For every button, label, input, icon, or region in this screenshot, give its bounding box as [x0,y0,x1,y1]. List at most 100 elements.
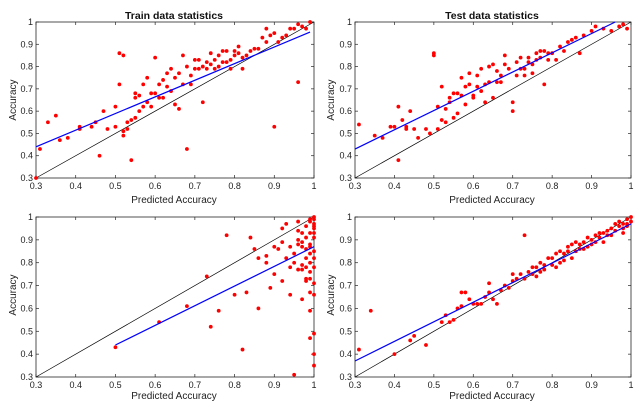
data-point [53,113,58,118]
data-point [169,66,173,71]
x-tick-label: 0.6 [149,380,162,390]
data-point [244,53,249,58]
data-point [296,228,301,233]
data-point [240,55,245,60]
data-point [491,62,495,67]
data-point [428,131,432,136]
data-point [137,93,142,98]
data-point [149,91,154,96]
data-point [593,233,598,238]
data-point [546,256,551,261]
data-point [308,308,312,313]
data-point [400,118,405,122]
data-point [435,127,440,131]
x-tick-label: 0.9 [268,380,281,390]
data-point [522,233,527,238]
data-point [196,57,201,62]
x-tick-label: 0.5 [428,181,441,191]
data-point [416,135,420,140]
data-point [260,35,265,40]
data-point [185,304,189,309]
data-point [625,26,629,31]
data-point [475,84,480,89]
y-axis-label: Accuracy [8,79,19,120]
data-point [232,292,237,297]
data-point [396,104,401,109]
data-point [566,40,570,44]
data-point [439,118,444,122]
data-point [292,372,297,377]
x-tick-label: 0.3 [349,181,362,191]
data-point [308,251,312,256]
y-tick-label: 0.4 [339,349,352,359]
data-point [357,122,361,127]
y-tick-label: 1 [28,212,33,222]
data-point [284,221,289,226]
data-point [304,26,308,31]
data-point [185,64,189,69]
data-point [276,40,281,44]
data-point [463,84,468,89]
data-point [424,127,428,131]
data-point [518,55,523,60]
y-tick-label: 0.6 [20,106,33,116]
data-point [538,260,543,265]
data-point [300,24,304,29]
data-point [208,62,213,67]
data-point [125,127,130,131]
data-point [300,244,304,249]
data-point [554,251,558,256]
data-point [38,147,42,151]
data-point [467,71,472,76]
data-point [479,89,484,93]
data-point [312,256,316,261]
data-point [264,40,269,44]
data-point [601,240,606,245]
data-point [495,301,499,306]
y-tick-label: 0.7 [339,281,352,291]
x-tick-label: 0.7 [506,181,519,191]
data-point [526,60,531,65]
y-tick-label: 0.4 [20,349,33,359]
data-point [495,80,499,85]
plot-area: 0.3 0.4 0.5 0.6 0.7 0.8 0.9 1 0.3 0.4 0.5 0.6 0.7 0.8… [339,17,633,191]
y-tick-label: 0.9 [339,235,352,245]
data-point [304,235,308,240]
data-point [404,124,409,129]
panel-title: Test data statistics [445,10,539,22]
y-tick-label: 0.9 [20,235,33,245]
data-point [558,44,562,49]
data-point [272,244,277,249]
data-point [256,46,261,51]
data-point [550,256,555,261]
data-point [491,297,495,302]
y-tick-label: 1 [347,212,352,222]
data-point [554,265,558,270]
data-point [518,272,523,277]
data-point [605,228,610,233]
data-point [121,53,126,58]
data-point [447,320,452,325]
y-tick-label: 0.8 [339,258,352,268]
data-point [264,26,269,31]
data-point [621,22,626,27]
data-point [629,219,633,224]
data-point [204,66,209,71]
data-point [288,26,293,31]
x-tick-label: 0.5 [109,181,122,191]
data-point [304,265,308,270]
fit-line [354,223,632,362]
data-point [479,301,484,306]
x-tick-label: 0.6 [467,181,480,191]
fit-line [354,21,616,150]
data-point [510,272,515,277]
data-point [212,66,217,71]
plot-area: 0.3 0.4 0.5 0.6 0.7 0.8 0.9 1 0.3 0.4 0.5 0.6 0.7 0.8… [20,212,316,390]
data-point [312,217,316,222]
x-tick-label: 0.8 [546,380,559,390]
data-point [65,135,70,140]
data-point [593,24,598,29]
data-point [188,82,193,87]
data-point [177,107,181,111]
data-point [220,60,225,65]
